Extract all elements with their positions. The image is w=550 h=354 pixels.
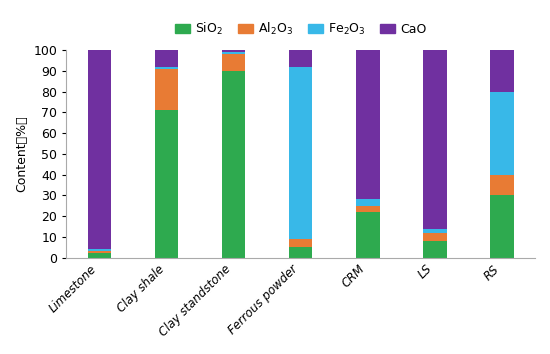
Bar	[423, 241, 447, 258]
Bar	[423, 50, 447, 229]
Bar	[289, 67, 312, 239]
Bar	[356, 206, 380, 212]
Bar	[490, 50, 514, 92]
Bar	[490, 195, 514, 258]
Bar	[356, 200, 380, 206]
Bar	[88, 249, 111, 251]
Legend: SiO$_2$, Al$_2$O$_3$, Fe$_2$O$_3$, CaO: SiO$_2$, Al$_2$O$_3$, Fe$_2$O$_3$, CaO	[170, 16, 432, 42]
Bar	[88, 50, 111, 249]
Bar	[155, 67, 178, 69]
Bar	[88, 253, 111, 258]
Bar	[490, 92, 514, 175]
Bar	[423, 229, 447, 233]
Bar	[356, 212, 380, 258]
Bar	[155, 110, 178, 258]
Bar	[222, 71, 245, 258]
Bar	[490, 175, 514, 195]
Bar	[289, 50, 312, 67]
Bar	[289, 247, 312, 258]
Bar	[289, 239, 312, 247]
Bar	[222, 52, 245, 54]
Bar	[222, 54, 245, 71]
Bar	[423, 233, 447, 241]
Bar	[356, 50, 380, 200]
Y-axis label: Content（%）: Content（%）	[15, 115, 28, 192]
Bar	[88, 251, 111, 253]
Bar	[155, 50, 178, 67]
Bar	[155, 69, 178, 110]
Bar	[222, 50, 245, 52]
